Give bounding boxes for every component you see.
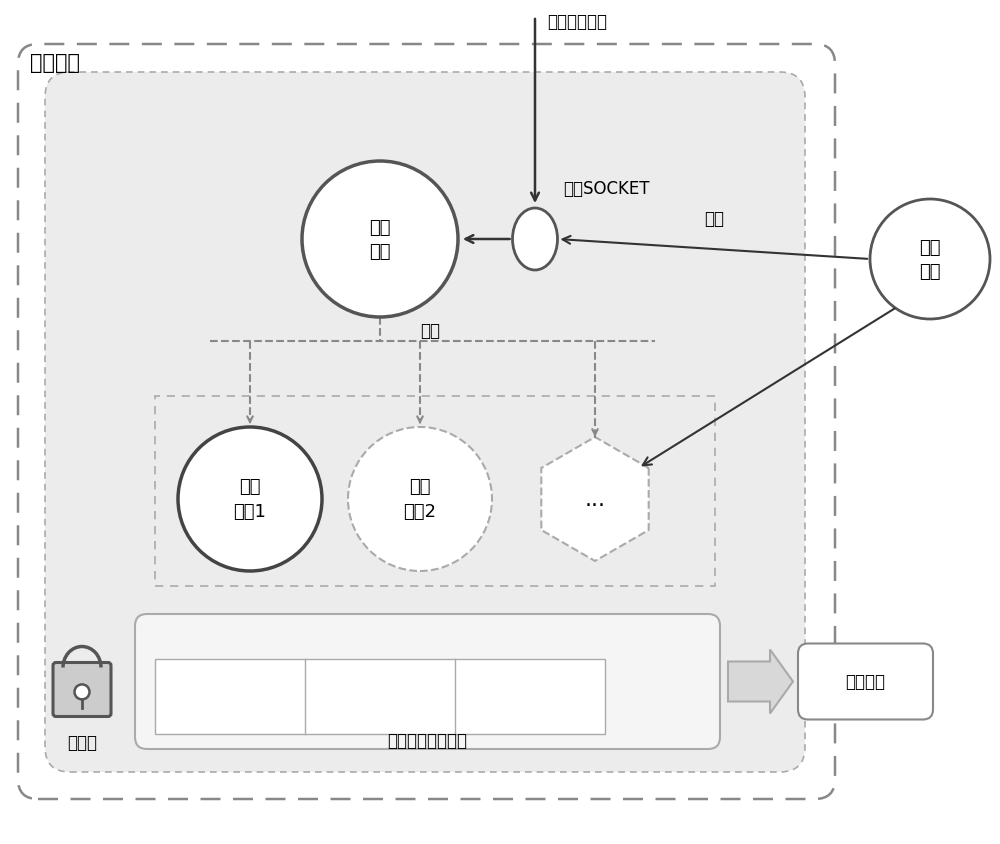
- Circle shape: [75, 684, 90, 700]
- Text: 管理SOCKET: 管理SOCKET: [563, 180, 650, 197]
- Circle shape: [348, 428, 492, 571]
- Circle shape: [870, 200, 990, 320]
- FancyBboxPatch shape: [45, 73, 805, 772]
- Text: 汇报: 汇报: [704, 210, 724, 228]
- Text: 信号灯: 信号灯: [67, 733, 97, 752]
- FancyBboxPatch shape: [155, 659, 605, 734]
- Circle shape: [302, 162, 458, 317]
- Text: 运行监视: 运行监视: [845, 673, 886, 690]
- Ellipse shape: [512, 208, 558, 271]
- Text: 平台
进程: 平台 进程: [369, 219, 391, 261]
- FancyBboxPatch shape: [53, 663, 111, 717]
- Text: 自我
诊断: 自我 诊断: [919, 238, 941, 281]
- Polygon shape: [728, 650, 793, 714]
- Polygon shape: [541, 437, 649, 561]
- Text: 基础框架: 基础框架: [30, 53, 80, 73]
- FancyBboxPatch shape: [135, 614, 720, 749]
- Text: 进程管理共享内存: 进程管理共享内存: [388, 731, 468, 749]
- Circle shape: [178, 428, 322, 571]
- Text: 克隆: 克隆: [420, 322, 440, 339]
- Text: ...: ...: [584, 490, 606, 510]
- Text: 插件
进程2: 插件 进程2: [404, 478, 437, 521]
- Text: 用户操作指令: 用户操作指令: [547, 13, 607, 31]
- Text: 插件
进程1: 插件 进程1: [234, 478, 266, 521]
- FancyBboxPatch shape: [798, 644, 933, 720]
